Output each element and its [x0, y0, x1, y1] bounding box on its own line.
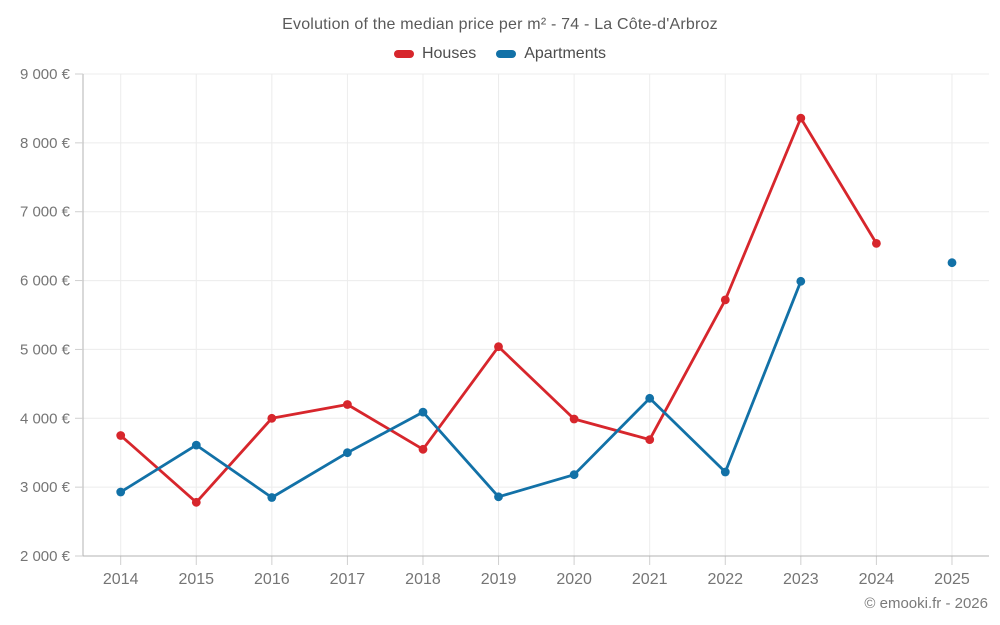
chart-legend: Houses Apartments: [0, 45, 1000, 63]
houses-data-point[interactable]: [267, 413, 277, 423]
x-axis-tick-label: 2016: [254, 571, 290, 588]
legend-item-apartments[interactable]: Apartments: [496, 45, 606, 63]
houses-data-point[interactable]: [343, 400, 352, 409]
y-axis-tick-label: 7 000 €: [20, 204, 71, 221]
apartments-data-point[interactable]: [418, 407, 428, 417]
axes: [82, 74, 989, 557]
x-axis-tick-label: 2021: [632, 571, 668, 588]
legend-label-apartments: Apartments: [524, 45, 607, 62]
y-axis-tick-label: 3 000 €: [20, 479, 71, 496]
x-axis-tick-label: 2018: [405, 571, 441, 588]
apartments-series-swatch: [496, 50, 517, 58]
apartments-data-point[interactable]: [645, 393, 655, 403]
apartments-data-point[interactable]: [947, 258, 957, 268]
copyright-watermark: © emooki.fr - 2026: [864, 595, 988, 612]
apartments-data-point[interactable]: [494, 492, 503, 502]
x-axis-tick-label: 2019: [481, 571, 517, 588]
x-axis-tick-label: 2015: [178, 571, 214, 588]
houses-series-swatch: [393, 50, 414, 58]
houses-data-point[interactable]: [418, 444, 428, 454]
y-axis-tick-label: 4 000 €: [20, 410, 71, 427]
x-axis-tick-label: 2020: [556, 571, 592, 588]
houses-series: [116, 113, 881, 507]
legend-item-houses[interactable]: Houses: [393, 45, 477, 63]
y-axis-labels: 2 000 € 3 000 € 4 000 € 5 000 € 6 000 € 7 000…: [20, 66, 83, 565]
y-axis-tick-label: 6 000 €: [20, 273, 71, 290]
apartments-series: [116, 258, 957, 502]
x-axis-labels: 2014 2015 2016 2017 2018 2019 2020 2021 2022 2023…: [103, 571, 970, 588]
apartments-data-point[interactable]: [720, 467, 730, 477]
y-axis-tick-label: 9 000 €: [20, 66, 71, 83]
x-axis-tick-label: 2023: [783, 571, 819, 588]
houses-data-point[interactable]: [569, 414, 579, 424]
apartments-data-point[interactable]: [343, 448, 352, 458]
apartments-line: [121, 263, 952, 498]
apartments-data-point[interactable]: [116, 487, 126, 497]
chart-title: Evolution of the median price per m² - 7…: [282, 16, 718, 33]
houses-data-point[interactable]: [494, 342, 503, 352]
y-axis-tick-label: 2 000 €: [20, 548, 71, 565]
x-axis-tick-label: 2025: [934, 571, 970, 588]
houses-data-point[interactable]: [116, 431, 126, 440]
y-axis-tick-label: 5 000 €: [20, 341, 71, 358]
houses-data-point[interactable]: [796, 113, 806, 123]
legend-label-houses: Houses: [421, 45, 477, 62]
apartments-data-point[interactable]: [569, 470, 579, 480]
y-axis-tick-label: 8 000 €: [20, 135, 71, 152]
houses-data-point[interactable]: [720, 295, 730, 305]
x-axis-tick-label: 2017: [330, 571, 366, 588]
apartments-data-point[interactable]: [796, 276, 806, 286]
x-axis-tick-label: 2024: [859, 571, 895, 588]
houses-data-point[interactable]: [872, 239, 881, 248]
x-gridlines: [120, 74, 953, 565]
apartments-data-point[interactable]: [267, 493, 277, 502]
apartments-data-point[interactable]: [191, 440, 201, 450]
houses-data-point[interactable]: [645, 435, 655, 444]
x-axis-tick-label: 2014: [103, 571, 139, 588]
y-gridlines: [83, 73, 989, 557]
x-axis-tick-label: 2022: [707, 571, 743, 588]
houses-data-point[interactable]: [191, 497, 201, 507]
